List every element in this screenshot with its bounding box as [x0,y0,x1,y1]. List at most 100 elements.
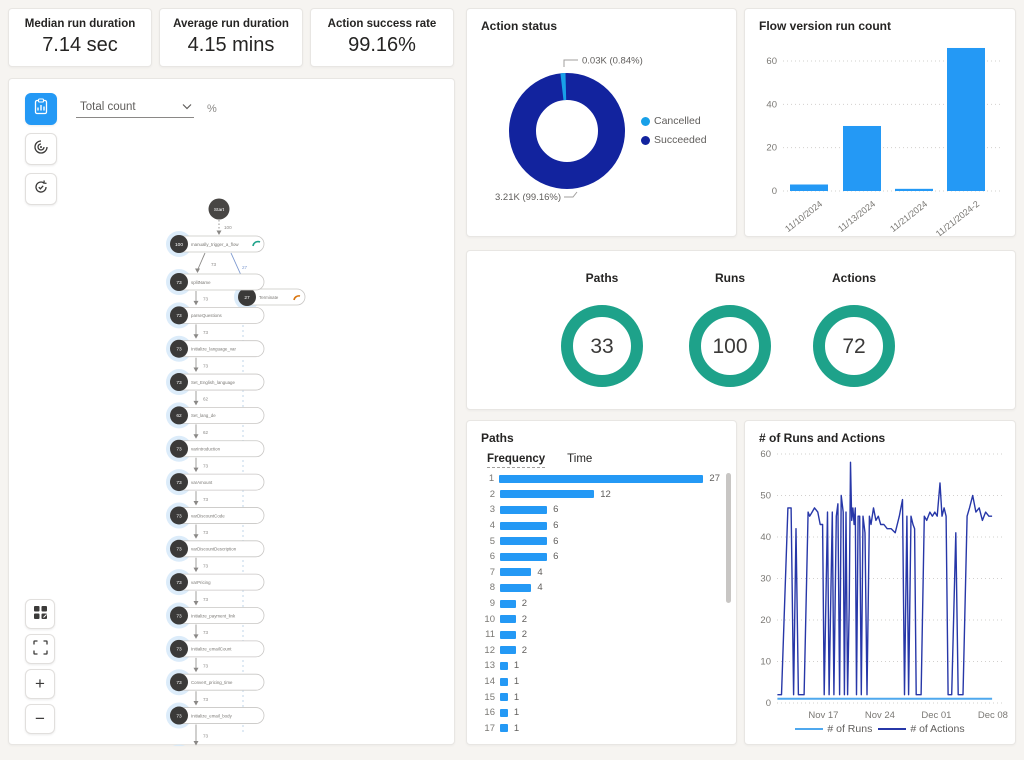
path-row-16[interactable]: 16 1 [473,705,720,721]
path-index: 4 [489,520,495,532]
zoom-out-button[interactable]: − [25,704,55,734]
paths-card: Paths Frequency Time 1 27 2 12 3 6 4 6 5 6 6 6 7 4 8 4 9… [466,420,737,745]
layout-button[interactable] [25,599,55,629]
line-legend: # of Runs # of Actions [745,723,1015,735]
plus-icon: + [35,674,45,693]
process-compare-button[interactable] [25,133,57,165]
path-row-12[interactable]: 12 2 [473,643,720,659]
svg-text:50: 50 [760,491,771,502]
path-bar [500,693,508,702]
runs-actions-line-card: # of Runs and Actions 0 10 20 30 40 50 60 Nov 1… [744,420,1016,745]
svg-text:Initialize_payment_link: Initialize_payment_link [191,613,236,618]
runs-actions-line-chart[interactable]: 0 10 20 30 40 50 60 Nov 17 Nov 24 Dec 01 Dec 08 [745,443,1015,725]
svg-text:11/10/2024: 11/10/2024 [783,199,824,234]
tab-frequency[interactable]: Frequency [487,453,546,468]
kpi-value: 4.15 mins [187,34,275,56]
svg-text:27: 27 [242,265,248,270]
path-value: 1 [513,660,520,672]
legend-line-swatch [795,728,824,730]
svg-text:30: 30 [760,574,771,585]
gauges[interactable]: Paths 33 Runs 100 Actions 72 [467,251,1015,409]
svg-text:Nov 17: Nov 17 [808,710,838,721]
svg-text:73: 73 [176,713,182,719]
svg-text:73: 73 [176,380,182,386]
svg-text:73: 73 [203,330,209,335]
path-row-1[interactable]: 1 27 [473,471,720,487]
svg-text:Actions: Actions [832,271,876,285]
svg-text:varAmount: varAmount [191,480,213,485]
path-value: 2 [521,598,527,610]
path-value: 1 [513,722,520,734]
svg-text:73: 73 [203,463,209,468]
path-index: 8 [489,582,495,594]
path-row-2[interactable]: 2 12 [473,487,720,503]
path-index: 5 [489,535,495,547]
clipboard-chart-icon [32,98,50,120]
paths-bar-list[interactable]: 1 27 2 12 3 6 4 6 5 6 6 6 7 4 8 4 9 2 10 2 11 2 12 2 13 1 14 1 15 1 16… [473,471,720,736]
path-bar [500,568,532,577]
path-index: 12 [484,644,495,656]
path-value: 6 [553,535,559,547]
flow-version-bar-chart[interactable]: 0 20 40 60 11/10/2024 11/13/2024 11/21/2024 11/… [745,33,1015,236]
path-index: 11 [485,629,495,641]
zoom-in-button[interactable]: + [25,669,55,699]
svg-text:Set_lang_de: Set_lang_de [191,413,216,418]
svg-text:3.21K (99.16%): 3.21K (99.16%) [495,192,561,203]
svg-text:40: 40 [760,532,771,543]
tab-time[interactable]: Time [567,453,593,465]
svg-text:Dec 01: Dec 01 [921,710,951,721]
path-index: 9 [489,598,495,610]
kpi-value: 99.16% [348,34,416,56]
legend-item-cancelled[interactable]: Cancelled [641,115,707,127]
path-value: 6 [553,520,559,532]
path-bar [500,677,508,686]
metric-dropdown[interactable]: Total count [76,99,194,118]
legend-dot [641,116,650,126]
svg-text:73: 73 [203,530,209,535]
process-report-button[interactable] [25,93,57,125]
path-row-11[interactable]: 11 2 [473,627,720,643]
chart-title: Flow version run count [759,19,892,33]
svg-text:20: 20 [766,143,777,154]
path-value: 1 [513,676,520,688]
paths-scrollbar[interactable] [726,473,731,603]
path-row-15[interactable]: 15 1 [473,689,720,705]
process-map-svg[interactable]: Start 100 100 manually_trigger_a_flow 73 27 27… [9,79,456,746]
fit-screen-button[interactable] [25,634,55,664]
svg-text:0.03K (0.84%): 0.03K (0.84%) [582,56,643,67]
chevron-down-icon [182,101,192,113]
svg-text:60: 60 [766,56,777,67]
kpi-label: Action success rate [327,18,437,30]
legend-item--of-runs[interactable]: # of Runs [795,723,872,735]
donut-legend: Cancelled Succeeded [641,115,707,153]
legend-item-succeeded[interactable]: Succeeded [641,134,707,146]
svg-text:Initialize_language_var: Initialize_language_var [191,347,236,352]
path-value: 12 [600,488,611,500]
svg-text:Nov 24: Nov 24 [865,710,895,721]
svg-text:parseQuestions: parseQuestions [191,313,223,318]
path-bar [499,474,704,483]
svg-text:73: 73 [176,547,182,553]
flow-version-run-count-card: Flow version run count 0 20 40 60 11/10/2024… [744,8,1016,237]
path-row-14[interactable]: 14 1 [473,674,720,690]
legend-item--of-actions[interactable]: # of Actions [878,723,965,735]
svg-text:11/21/2024: 11/21/2024 [888,199,929,234]
path-row-13[interactable]: 13 1 [473,658,720,674]
path-index: 6 [489,551,495,563]
chart-title: # of Runs and Actions [759,431,886,445]
path-row-10[interactable]: 10 2 [473,611,720,627]
svg-text:73: 73 [176,647,182,653]
path-index: 13 [484,660,495,672]
path-row-17[interactable]: 17 1 [473,721,720,737]
action-status-donut[interactable]: 0.03K (0.84%) 3.21K (99.16%) [467,31,736,236]
chart-title: Paths [481,431,514,445]
refresh-button[interactable] [25,173,57,205]
svg-text:11/13/2024: 11/13/2024 [836,199,877,234]
